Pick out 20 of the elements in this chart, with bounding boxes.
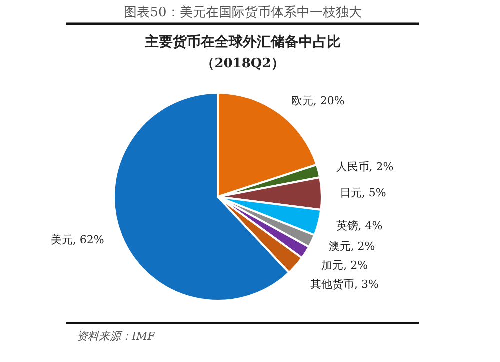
data-label: , 3% [354, 278, 379, 292]
slice-label: 欧元 [291, 94, 314, 108]
data-label: , 2% [350, 240, 376, 254]
data-label: , 62% [72, 233, 104, 246]
slice-label: 其他货币 [310, 278, 355, 292]
slice-label: 美元 [50, 233, 73, 246]
slice-label: 加元 [322, 259, 344, 272]
data-label: , 2% [369, 160, 394, 174]
chart-title: 主要货币在全球外汇储备中占比 [144, 34, 341, 51]
data-label: , 4% [358, 219, 383, 232]
text: 资料来源：IMF [77, 330, 156, 343]
data-label: , 5% [362, 186, 386, 200]
data-label: , 2% [344, 259, 368, 272]
slice-label: 日元 [340, 186, 362, 200]
text: 图表50：美元在国际货币体系中一枝独大 [124, 4, 362, 20]
slice-label: 英镑 [336, 219, 358, 232]
data-label: , 20% [313, 94, 345, 108]
slice-label: 人民币 [336, 160, 370, 174]
slice-label: 澳元 [328, 240, 351, 254]
chart-subtitle: （2018Q2） [202, 56, 284, 72]
